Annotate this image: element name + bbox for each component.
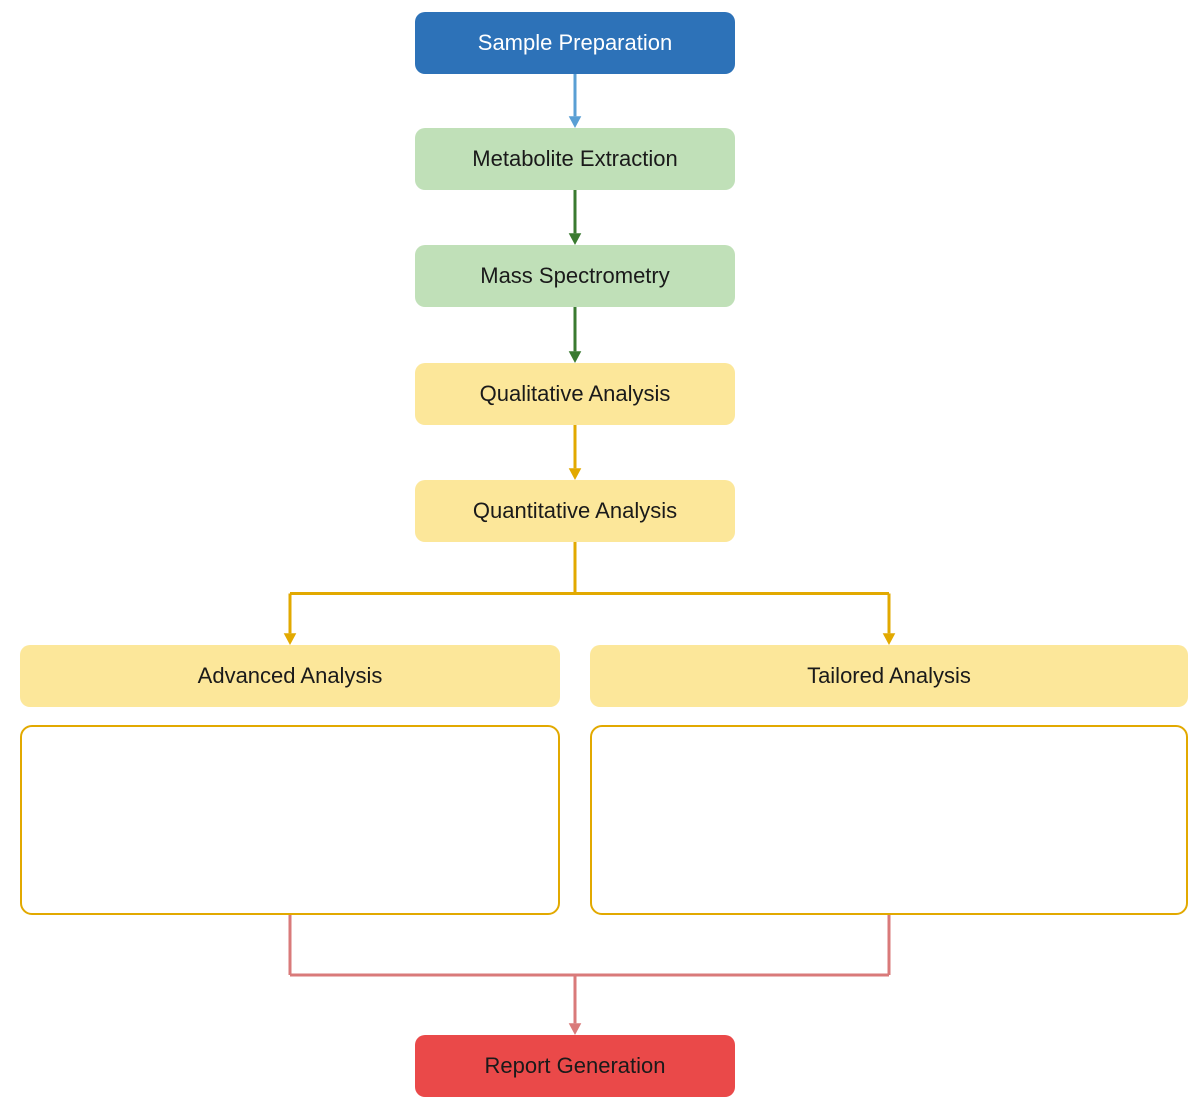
node-advanced: Advanced Analysis (20, 645, 560, 707)
node-quantitative: Quantitative Analysis (415, 480, 735, 542)
outline-tailored_detail (590, 725, 1188, 915)
node-metabolite_extraction: Metabolite Extraction (415, 128, 735, 190)
node-mass_spec: Mass Spectrometry (415, 245, 735, 307)
node-report: Report Generation (415, 1035, 735, 1097)
outline-advanced_detail (20, 725, 560, 915)
node-tailored: Tailored Analysis (590, 645, 1188, 707)
node-sample_prep: Sample Preparation (415, 12, 735, 74)
node-qualitative: Qualitative Analysis (415, 363, 735, 425)
